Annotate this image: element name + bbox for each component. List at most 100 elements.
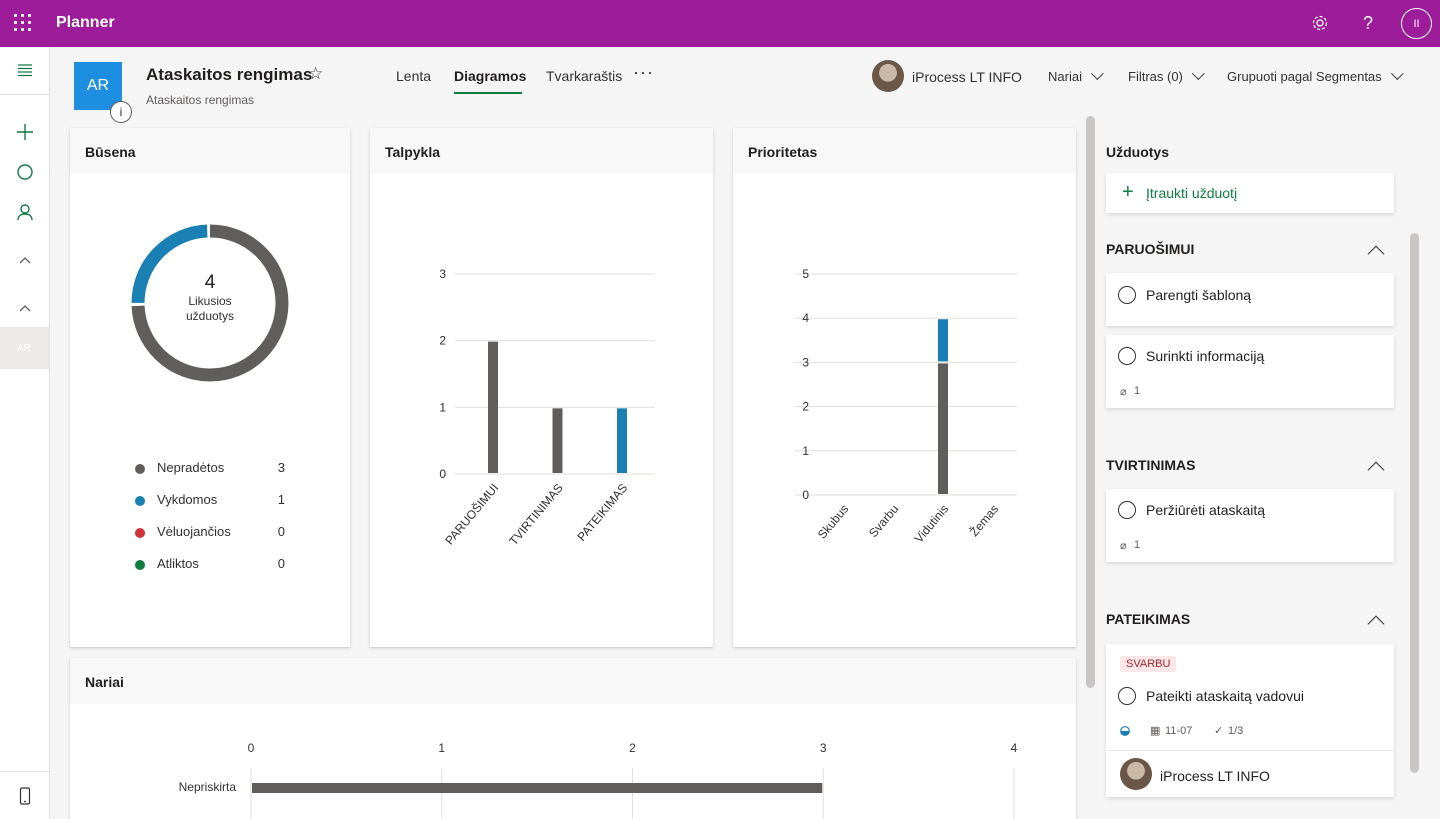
legend-dot xyxy=(135,528,145,538)
y-tick-label: 0 xyxy=(802,488,809,502)
checklist-count: 1/3 xyxy=(1228,725,1244,737)
attachment-count: 1 xyxy=(1134,385,1141,397)
complete-task-circle-icon[interactable] xyxy=(1118,286,1136,304)
user-avatar[interactable]: II xyxy=(1401,8,1432,39)
bar[interactable] xyxy=(938,363,948,494)
task-card[interactable]: SVARBU Pateikti ataskaitą vadovui ▦ 11-0… xyxy=(1106,644,1394,797)
y-tick-label: 2 xyxy=(802,400,809,414)
task-card[interactable]: Surinkti informaciją ⌀ 1 xyxy=(1106,335,1394,408)
complete-task-circle-icon[interactable] xyxy=(1118,347,1136,365)
attachment-icon: ⌀ xyxy=(1120,386,1127,398)
card-title: Nariai xyxy=(70,658,1076,704)
new-plan-icon[interactable] xyxy=(10,117,40,147)
bar[interactable] xyxy=(488,341,498,473)
progress-half-icon xyxy=(1120,726,1130,736)
x-tick-label: Svarbu xyxy=(866,502,901,540)
collapse-chevron-up-icon[interactable] xyxy=(1367,615,1385,633)
filter-dropdown[interactable]: Filtras (0) xyxy=(1128,67,1205,84)
main-scrollbar[interactable] xyxy=(1086,116,1095,688)
settings-gear-icon[interactable] xyxy=(1309,12,1331,34)
bucket-name: TVIRTINIMAS xyxy=(1106,457,1196,473)
legend-count: 1 xyxy=(277,492,285,507)
bar[interactable] xyxy=(252,783,823,793)
hamburger-menu-icon[interactable] xyxy=(10,55,40,85)
chevron-down-icon xyxy=(1390,67,1404,81)
x-tick-label: Skubus xyxy=(815,502,851,542)
due-date: 11-07 xyxy=(1165,725,1193,737)
collapse-chevron-up-icon[interactable] xyxy=(1367,461,1385,479)
remaining-count: 4 xyxy=(204,272,216,293)
rail-plan-tile[interactable]: i xyxy=(22,502,26,514)
tab-schedule[interactable]: Tvarkaraštis xyxy=(546,68,623,84)
task-name: Parengti šabloną xyxy=(1146,287,1252,303)
chevron-down-icon xyxy=(1090,67,1104,81)
complete-task-circle-icon[interactable] xyxy=(1118,501,1136,519)
plus-icon: + xyxy=(1122,181,1134,203)
favorite-star-icon[interactable]: ☆ xyxy=(308,64,324,83)
bar[interactable] xyxy=(552,408,563,473)
collapse-chevron-up-icon[interactable] xyxy=(15,250,35,270)
tasks-pane: Užduotys + Įtraukti užduotį PARUOŠIMUI P… xyxy=(1090,117,1430,819)
members-dropdown-label: Nariai xyxy=(1048,69,1082,84)
divider xyxy=(1106,750,1394,751)
status-donut-chart xyxy=(131,224,289,382)
rail-plan-tile[interactable]: FK xyxy=(17,542,31,554)
bucket-bar-chart: 0 1 2 3 PARUOŠIMUI TVIRTINIMAS PATEIKIMAS xyxy=(439,267,655,548)
more-options-icon[interactable]: ··· xyxy=(633,62,654,82)
y-tick-label: 0 xyxy=(439,467,446,481)
rail-plan-tile[interactable]: Vd xyxy=(17,382,31,394)
y-tick-label: 1 xyxy=(802,444,809,458)
filter-dropdown-label: Filtras (0) xyxy=(1128,69,1183,84)
remaining-label-line2: užduotys xyxy=(185,309,235,323)
x-tick-label: 0 xyxy=(248,741,255,755)
attachment-count: 1 xyxy=(1134,539,1141,551)
task-card[interactable]: Peržiūrėti ataskaitą ⌀ 1 xyxy=(1106,489,1394,562)
chevron-down-icon xyxy=(1191,67,1205,81)
collapse-chevron-up-icon[interactable] xyxy=(15,298,35,318)
status-legend: Nepradėtos 3 Vykdomos 1 Vėluojančios 0 Atli… xyxy=(135,460,285,588)
bar[interactable] xyxy=(617,408,627,473)
task-card[interactable]: Parengti šabloną xyxy=(1106,273,1394,326)
complete-task-circle-icon[interactable] xyxy=(1118,687,1136,705)
mobile-app-icon[interactable] xyxy=(10,781,40,811)
assignee-avatar[interactable] xyxy=(1120,758,1152,790)
x-tick-label: Žemas xyxy=(966,501,1001,539)
active-tab-indicator xyxy=(454,92,522,94)
x-tick-label: 4 xyxy=(1011,741,1018,755)
donut-slice[interactable] xyxy=(131,224,289,382)
rail-plan-tile[interactable]: Mv xyxy=(17,462,31,474)
group-avatar[interactable] xyxy=(872,60,904,92)
plan-subtitle: Ataskaitos rengimas xyxy=(146,93,255,107)
plan-logo[interactable]: AR xyxy=(74,62,122,110)
x-tick-label: PARUOŠIMUI xyxy=(442,480,502,547)
plan-info-icon[interactable]: i xyxy=(110,101,132,123)
y-tick-label: 2 xyxy=(439,334,446,348)
app-name[interactable]: Planner xyxy=(56,14,115,31)
assignee-name: iProcess LT INFO xyxy=(1160,768,1270,784)
bar[interactable] xyxy=(938,319,948,362)
card-title: Talpykla xyxy=(370,128,713,174)
legend-label: Vykdomos xyxy=(157,492,218,507)
y-tick-label: Nepriskirta xyxy=(179,780,237,794)
members-dropdown[interactable]: Nariai xyxy=(1048,67,1104,84)
legend-item: Vykdomos 1 xyxy=(135,492,285,524)
legend-count: 0 xyxy=(277,556,285,571)
planner-hub-icon[interactable] xyxy=(10,157,40,187)
collapse-chevron-up-icon[interactable] xyxy=(1367,245,1385,263)
app-launcher-icon[interactable] xyxy=(14,14,32,32)
help-icon[interactable]: ? xyxy=(1362,12,1373,33)
calendar-icon: ▦ xyxy=(1150,725,1161,737)
group-name[interactable]: iProcess LT INFO xyxy=(912,69,1022,85)
rail-plan-tile[interactable]: AR xyxy=(17,342,31,354)
task-name: Pateikti ataskaitą vadovui xyxy=(1146,688,1304,704)
task-name: Peržiūrėti ataskaitą xyxy=(1146,502,1266,518)
legend-item: Nepradėtos 3 xyxy=(135,460,285,492)
rail-plan-tile[interactable]: P xyxy=(20,422,28,434)
add-task-button[interactable]: + Įtraukti užduotį xyxy=(1106,173,1394,213)
tasks-pane-scrollbar[interactable] xyxy=(1410,233,1419,773)
tab-charts[interactable]: Diagramos xyxy=(454,68,527,84)
my-tasks-person-icon[interactable] xyxy=(10,197,40,227)
tab-board[interactable]: Lenta xyxy=(396,68,432,84)
legend-dot xyxy=(135,560,145,570)
group-by-dropdown[interactable]: Grupuoti pagal Segmentas xyxy=(1227,67,1404,84)
